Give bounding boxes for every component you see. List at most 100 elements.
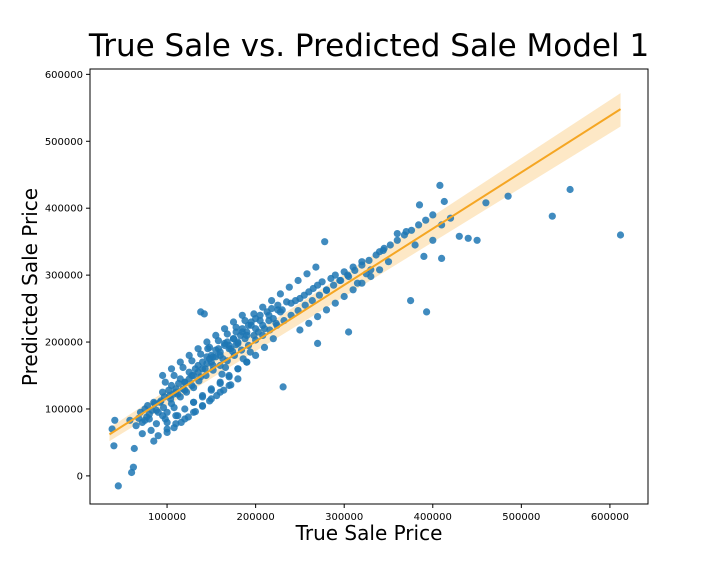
data-point (440, 197, 448, 206)
data-point (191, 408, 199, 416)
data-point (331, 299, 339, 307)
data-point (438, 254, 446, 262)
y-tick-label: 500000 (45, 137, 83, 148)
data-point (322, 286, 331, 295)
data-point (566, 185, 574, 194)
data-point (252, 351, 260, 359)
data-point (407, 297, 415, 305)
data-point (429, 236, 437, 244)
data-point (185, 351, 193, 359)
data-point (223, 330, 231, 338)
data-point (279, 383, 287, 391)
data-point (415, 201, 424, 209)
data-point (265, 311, 273, 319)
data-point (345, 328, 353, 336)
data-point (170, 424, 178, 432)
data-point (198, 393, 207, 401)
x-axis-label: True Sale Price (295, 521, 443, 545)
x-tick-label: 100000 (148, 512, 186, 523)
data-point (321, 238, 329, 246)
data-point (150, 437, 158, 445)
data-point (344, 271, 352, 279)
data-point (138, 418, 146, 426)
data-point (203, 353, 211, 361)
data-point (188, 357, 196, 365)
data-point (145, 415, 153, 423)
y-tick-label: 300000 (45, 271, 83, 282)
data-point (260, 343, 269, 351)
data-point (436, 181, 444, 189)
data-point (175, 379, 183, 388)
data-point (314, 339, 322, 347)
x-tick-label: 200000 (237, 512, 275, 523)
data-point (232, 341, 240, 349)
data-point (337, 276, 345, 285)
data-point (138, 430, 146, 438)
data-point (393, 230, 401, 238)
data-point (407, 226, 416, 234)
data-point (213, 392, 221, 400)
data-point (167, 365, 176, 373)
y-tick-label: 200000 (45, 338, 83, 349)
data-point (200, 310, 208, 318)
data-point (212, 346, 220, 354)
data-point (130, 444, 138, 453)
data-point (367, 272, 375, 281)
data-point (376, 266, 384, 274)
x-tick-label: 400000 (414, 512, 452, 523)
data-point (227, 381, 235, 389)
data-point (170, 404, 178, 412)
data-point (340, 292, 348, 301)
data-point (415, 221, 423, 229)
data-point (209, 353, 217, 361)
data-point (315, 291, 323, 299)
data-point (198, 365, 207, 373)
data-point (114, 482, 122, 490)
data-point (386, 241, 394, 249)
data-point (349, 286, 357, 294)
data-point (177, 418, 185, 426)
data-point (241, 317, 249, 325)
data-point (206, 397, 214, 405)
data-point (276, 290, 284, 298)
data-point (308, 297, 316, 305)
y-tick-label: 600000 (45, 70, 83, 81)
y-tick-label: 100000 (45, 404, 83, 415)
plot-frame (89, 68, 649, 505)
data-point (256, 317, 264, 325)
data-point (314, 313, 322, 321)
data-point (420, 252, 428, 260)
data-point (268, 305, 276, 313)
y-tick-label: 400000 (45, 204, 83, 215)
data-point (163, 418, 171, 426)
data-point (229, 318, 238, 326)
data-point (256, 311, 264, 319)
data-point (159, 371, 167, 380)
data-point (229, 347, 237, 355)
data-point (212, 331, 220, 339)
data-point (411, 241, 419, 249)
data-point (400, 231, 408, 239)
chart-title: True Sale vs. Predicted Sale Model 1 (88, 28, 650, 64)
data-point (147, 426, 155, 434)
data-point (203, 338, 211, 346)
data-point (128, 468, 136, 477)
data-point (216, 379, 224, 388)
data-point (422, 216, 430, 224)
data-point (197, 350, 205, 358)
data-point (423, 308, 431, 316)
y-tick-label: 0 (77, 471, 83, 482)
data-point (170, 371, 178, 380)
data-point (464, 234, 472, 242)
data-point (305, 319, 313, 327)
data-point (330, 281, 338, 289)
data-point (268, 297, 276, 305)
data-point (239, 355, 247, 363)
data-point (172, 412, 180, 420)
data-point (225, 373, 233, 381)
data-point (312, 263, 320, 271)
data-point (455, 232, 463, 240)
data-point (473, 236, 481, 244)
data-point (234, 375, 242, 383)
